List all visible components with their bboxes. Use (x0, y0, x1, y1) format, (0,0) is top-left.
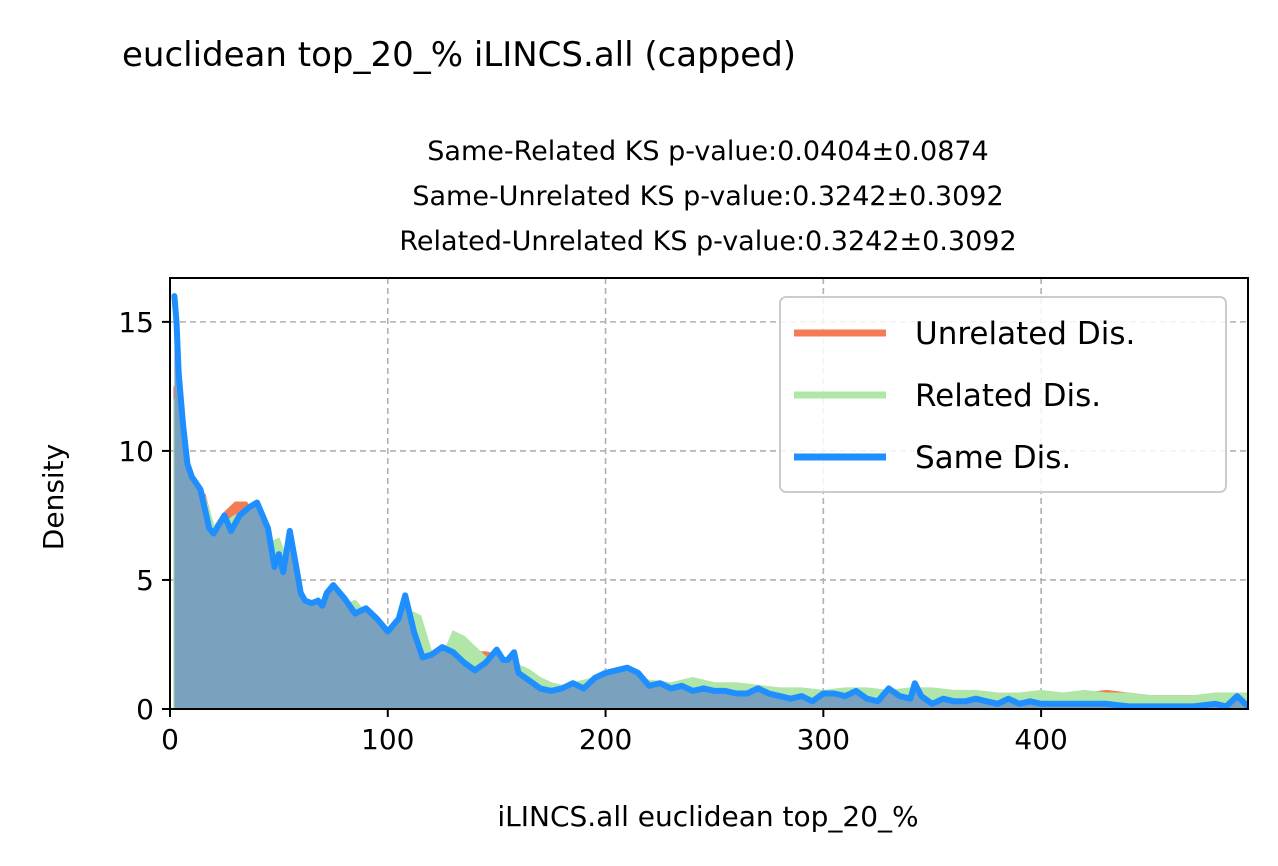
legend-label: Related Dis. (915, 378, 1101, 414)
legend-box (779, 296, 1227, 493)
series-area-same (174, 296, 1248, 709)
legend: Unrelated Dis. Related Dis. Same Dis. (779, 296, 1227, 493)
axis-ticks: 0 100 200 300 400 0 5 10 15 (118, 306, 1067, 756)
x-axis-label: iLINCS.all euclidean top_20_% (497, 800, 918, 833)
chart-title-line-1: Same-Related KS p-value:0.0404±0.0874 (427, 136, 988, 167)
legend-label: Unrelated Dis. (915, 316, 1135, 352)
chart-title-line-2: Same-Unrelated KS p-value:0.3242±0.3092 (412, 181, 1003, 212)
plot-frame (169, 277, 1249, 710)
series-line-same (171, 293, 1248, 709)
x-tick-label: 200 (579, 723, 632, 756)
y-axis-label: Density (37, 444, 70, 550)
y-tick-label: 0 (136, 693, 154, 726)
y-tick-label: 10 (118, 435, 154, 468)
plot-area (171, 293, 1248, 709)
x-tick-label: 300 (797, 723, 850, 756)
y-tick-label: 15 (118, 306, 154, 339)
y-tick-label: 5 (136, 564, 154, 597)
figure-suptitle: euclidean top_20_% iLINCS.all (capped) (122, 35, 796, 75)
legend-label: Same Dis. (915, 440, 1071, 476)
x-tick-label: 400 (1014, 723, 1067, 756)
x-tick-label: 100 (361, 723, 414, 756)
x-tick-label: 0 (161, 723, 179, 756)
chart-title-line-3: Related-Unrelated KS p-value:0.3242±0.30… (399, 226, 1016, 257)
